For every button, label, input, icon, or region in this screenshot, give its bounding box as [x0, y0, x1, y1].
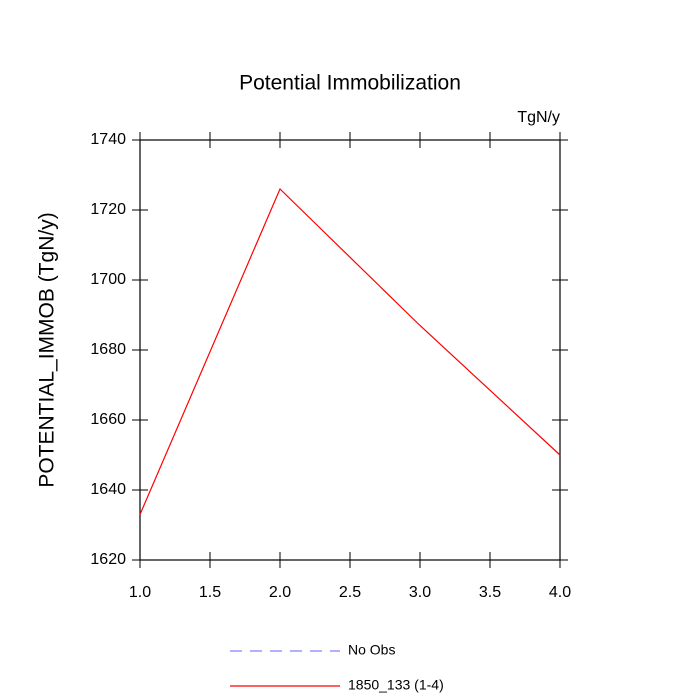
- y-tick-label: 1700: [90, 271, 126, 288]
- plot-frame: [139, 139, 561, 561]
- x-tick-label: 4.0: [549, 584, 571, 601]
- x-tick-label: 2.5: [339, 584, 361, 601]
- legend-label: 1850_133 (1-4): [348, 677, 444, 693]
- legend-label: No Obs: [348, 642, 395, 658]
- units-label: TgN/y: [517, 109, 560, 126]
- y-tick-label: 1680: [90, 341, 126, 358]
- x-tick-label: 1.0: [129, 584, 151, 601]
- chart-title: Potential Immobilization: [239, 72, 461, 95]
- x-tick-label: 3.0: [409, 584, 431, 601]
- y-tick-label: 1720: [90, 201, 126, 218]
- x-tick-label: 3.5: [479, 584, 501, 601]
- x-tick-label: 1.5: [199, 584, 221, 601]
- y-tick-label: 1660: [90, 411, 126, 428]
- x-tick-label: 2.0: [269, 584, 291, 601]
- data-line: [139, 187, 561, 515]
- y-tick-label: 1620: [90, 551, 126, 568]
- y-axis-label: POTENTIAL_IMMOB (TgN/y): [36, 212, 59, 487]
- y-tick-label: 1740: [90, 131, 126, 148]
- y-tick-label: 1640: [90, 481, 126, 498]
